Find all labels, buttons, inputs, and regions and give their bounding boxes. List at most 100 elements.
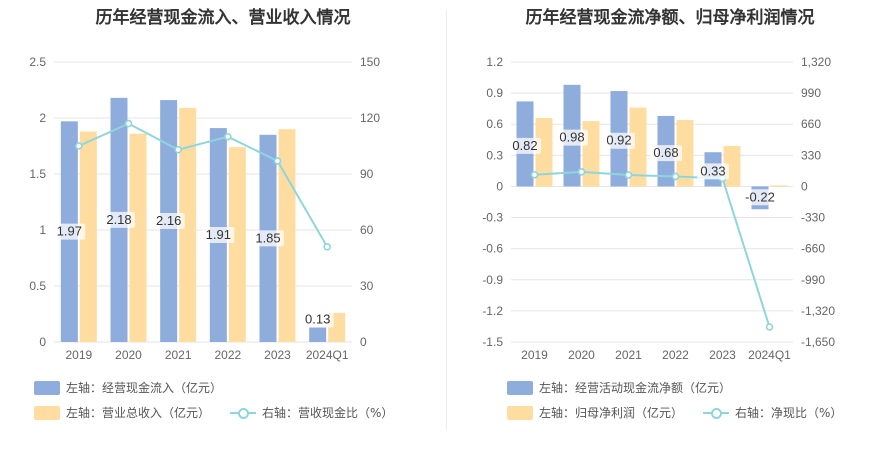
data-label-bg [650, 145, 682, 162]
x-tick-label: 2023 [709, 348, 736, 362]
bar-secondary [770, 185, 788, 187]
y-right-tick-label: 120 [360, 111, 380, 125]
bar-secondary [179, 107, 197, 342]
bar-secondary [535, 118, 553, 187]
data-label: 2.16 [156, 213, 181, 228]
y-left-tick-label: 2.5 [29, 55, 46, 69]
y-right-tick-label: -660 [801, 242, 825, 256]
legend-label: 左轴：营业总收入（亿元） [66, 406, 211, 420]
data-label-bg [152, 213, 185, 230]
x-tick-label: 2020 [115, 348, 142, 362]
ratio-line-point [577, 168, 586, 176]
y-right-tick-label: 0 [360, 335, 367, 349]
data-label-bg [53, 223, 86, 240]
ratio-line [78, 122, 329, 248]
data-label-bg [509, 137, 541, 154]
y-right-tick-label: 150 [360, 55, 380, 69]
y-right-tick-label: 30 [360, 279, 374, 293]
y-left-tick-label: 0 [39, 335, 46, 349]
data-label: 0.98 [559, 130, 584, 145]
x-tick-label: 2023 [264, 348, 291, 362]
ratio-line-point [273, 157, 282, 165]
data-label: 0.68 [653, 145, 678, 160]
y-left-tick-label: 0.6 [486, 117, 503, 131]
y-right-tick-label: 90 [360, 167, 374, 181]
x-tick-label: 2022 [662, 348, 689, 362]
bar-secondary [79, 131, 97, 342]
data-label: 0.92 [606, 133, 631, 148]
y-right-tick-label: -1,650 [801, 335, 835, 349]
data-label-bg [603, 132, 635, 149]
y-right-tick-label: -1,320 [801, 304, 835, 318]
y-left-tick-label: -1.5 [482, 335, 503, 349]
legend-item-net-cash-ratio[interactable]: 右轴：净现比（%） [703, 404, 842, 421]
legend-label: 右轴：营收现金比（%） [262, 406, 394, 420]
x-tick-label: 2019 [65, 348, 92, 362]
y-left-tick-label: -0.3 [482, 211, 503, 225]
legend-label: 左轴：经营活动现金流净额（亿元） [539, 381, 732, 395]
legend-item-cash-inflow[interactable]: 左轴：经营现金流入（亿元） [34, 379, 222, 396]
bar-secondary [629, 107, 647, 187]
y-right-tick-label: -990 [801, 273, 825, 287]
y-left-tick-label: 1 [39, 223, 46, 237]
legend-swatch-orange [34, 405, 60, 420]
data-label: 1.85 [255, 230, 280, 245]
bar-secondary [278, 129, 296, 342]
y-left-tick-label: -0.6 [482, 242, 503, 256]
data-label: 0.13 [305, 311, 330, 326]
y-left-tick-label: -0.9 [482, 273, 503, 287]
y-right-tick-label: 330 [801, 148, 821, 162]
data-label: -0.22 [745, 189, 775, 204]
ratio-line-point [323, 243, 331, 251]
y-right-tick-label: 1,320 [801, 55, 831, 69]
chart-panel-cashflow-revenue: 历年经营现金流入、营业收入情况 0 0 0.5 30 1 60 1.5 90 2 120 2.5 15… [0, 0, 446, 458]
y-left-tick-label: 2 [39, 111, 46, 125]
ratio-line-point [75, 142, 83, 150]
legend-label: 右轴：净现比（%） [735, 406, 843, 420]
x-tick-label: 2021 [165, 348, 192, 362]
legend-item-net-cashflow[interactable]: 左轴：经营活动现金流净额（亿元） [507, 379, 731, 396]
y-left-tick-label: 0.5 [29, 279, 46, 293]
data-label-bg [697, 163, 729, 180]
ratio-line-point [624, 171, 633, 179]
ratio-line [534, 170, 771, 328]
y-right-tick-label: 0 [801, 179, 808, 193]
legend-label: 左轴：经营现金流入（亿元） [66, 381, 223, 395]
x-tick-label: 2021 [615, 348, 642, 362]
bar-secondary [228, 147, 246, 342]
x-tick-label: 2022 [214, 348, 241, 362]
chart-canvas: -1.5 -1,650 -1.2 -1,320 -0.9 -990 -0.6 -660 -0.3… [482, 55, 835, 362]
bar-primary [309, 327, 327, 342]
data-label: 2.18 [106, 212, 131, 227]
chart-panel-net-cashflow-profit: 历年经营现金流净额、归母净利润情况 -1.5 -1,650 -1.2 -1,320 -0… [447, 0, 893, 458]
chart-canvas: 0 0 0.5 30 1 60 1.5 90 2 120 2.5 150 2019 2020 2021 202… [29, 55, 380, 362]
legend-item-cash-ratio[interactable]: 右轴：营收现金比（%） [230, 404, 393, 421]
x-tick-label: 2020 [568, 348, 595, 362]
legend-swatch-blue [34, 380, 60, 395]
data-label-bg [103, 211, 135, 228]
panel-divider [446, 10, 447, 430]
data-label-bg [252, 230, 284, 247]
y-right-tick-label: -330 [801, 211, 825, 225]
ratio-line-point [671, 172, 680, 181]
y-left-tick-label: 1.2 [486, 55, 503, 69]
y-left-tick-label: 0.9 [486, 86, 503, 100]
data-label: 1.97 [57, 224, 82, 239]
y-left-tick-label: -1.2 [482, 304, 503, 318]
ratio-line-point [224, 132, 232, 141]
y-right-tick-label: 660 [801, 117, 821, 131]
chart-title: 历年经营现金流入、营业收入情况 [95, 8, 351, 28]
data-label-bg [556, 129, 588, 146]
ratio-line-point [124, 119, 133, 128]
data-label-bg [301, 311, 334, 328]
y-left-tick-label: 0 [496, 179, 503, 193]
y-left-tick-label: 0.3 [486, 148, 503, 162]
legend-line-marker-icon [230, 406, 256, 420]
ratio-line-point [174, 145, 182, 154]
legend-item-revenue[interactable]: 左轴：营业总收入（亿元） [34, 404, 210, 421]
bar-secondary [129, 133, 147, 342]
legend-swatch-orange [507, 405, 533, 420]
data-label: 1.91 [206, 227, 231, 242]
legend-item-net-profit[interactable]: 左轴：归母净利润（亿元） [507, 404, 683, 421]
data-label: 0.33 [700, 163, 725, 178]
